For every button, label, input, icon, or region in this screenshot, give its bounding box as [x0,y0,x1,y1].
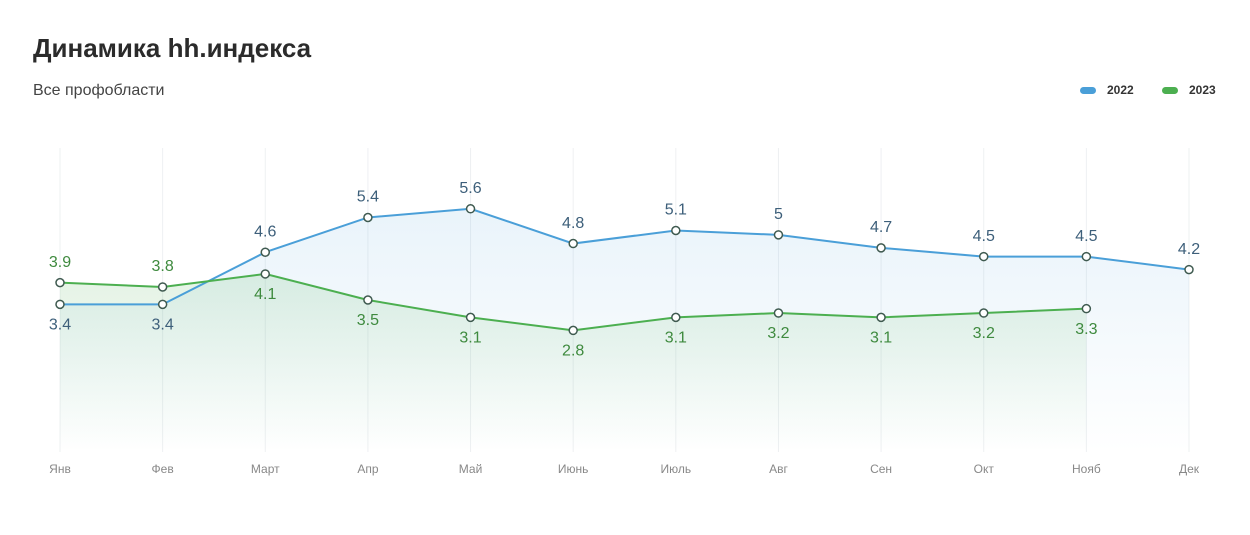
point [773,230,784,240]
data-label: 3.4 [49,317,71,334]
point [55,299,65,310]
series-area [60,273,1087,452]
x-tick-label: Нояб [1072,462,1101,476]
data-label: 4.6 [254,223,276,240]
data-label: 3.4 [152,317,174,334]
point [978,308,989,318]
data-label: 3.8 [152,258,174,275]
point [1081,251,1092,262]
point [876,312,886,323]
data-label: 5.6 [459,180,481,197]
data-label: 5.4 [357,189,379,206]
data-label: 4.7 [870,219,892,236]
point [363,295,373,305]
legend-swatch [1080,87,1096,94]
point [260,247,271,257]
point [55,277,65,288]
point [260,269,271,279]
point [876,243,886,253]
point [157,282,168,292]
data-label: 3.3 [1075,321,1097,338]
data-label: 3.5 [357,312,379,329]
series-line [60,207,1190,306]
x-tick-label: Июнь [558,462,589,476]
data-label: 4.2 [1178,241,1200,258]
point [671,312,681,323]
x-tick-label: Сен [870,462,892,476]
x-tick-label: Фев [152,462,174,476]
data-label: 4.5 [973,228,995,245]
legend-swatch [1162,87,1178,94]
x-tick-label: Март [251,462,280,476]
point [568,238,578,249]
chart-subtitle: Все профобласти [33,82,164,99]
point [978,251,989,262]
point [363,212,373,223]
data-label: 3.1 [459,330,481,347]
x-tick-label: Авг [769,462,788,476]
data-label: 4.1 [254,286,276,303]
x-tick-label: Янв [49,462,71,476]
point [671,225,681,236]
data-label: 3.2 [973,325,995,342]
legend-label: 2022 [1107,83,1134,97]
x-tick-label: Май [459,462,483,476]
point [568,325,578,336]
x-tick-label: Июль [661,462,692,476]
data-label: 5 [774,206,783,223]
data-label: 2.8 [562,343,584,360]
data-label: 3.9 [49,254,71,271]
x-tick-label: Апр [357,462,379,476]
x-tick-label: Окт [974,462,995,476]
x-tick-label: Дек [1179,462,1200,476]
point [1081,303,1092,314]
data-label: 4.8 [562,215,584,232]
point [465,204,476,214]
point [157,299,168,310]
legend-label: 2023 [1189,83,1216,97]
point [773,308,784,318]
point [465,312,476,323]
data-label: 3.2 [767,325,789,342]
data-label: 4.5 [1075,228,1097,245]
data-label: 3.1 [870,330,892,347]
chart-title: Динамика hh.индекса [33,33,312,63]
data-label: 5.1 [665,202,687,219]
data-label: 3.1 [665,330,687,347]
point [1184,264,1194,275]
